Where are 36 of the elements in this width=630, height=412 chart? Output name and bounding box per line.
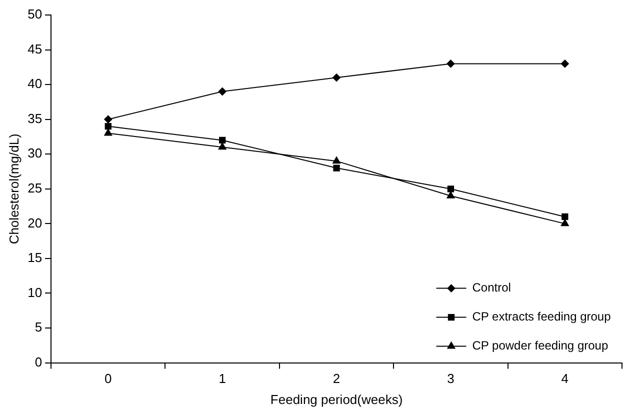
point [447, 186, 454, 192]
legend-label: CP extracts feeding group [472, 310, 612, 324]
point [218, 142, 226, 150]
point [332, 156, 340, 164]
y-tick-label: 10 [28, 284, 42, 300]
y-axis-title: Cholesterol(mg/dL) [6, 134, 22, 244]
point [333, 164, 340, 172]
x-axis-title: Feeding period(weeks) [270, 392, 403, 407]
y-tick-label: 35 [28, 110, 42, 126]
point [560, 219, 569, 226]
point [104, 115, 112, 124]
y-tick-label: 40 [28, 76, 42, 92]
x-tick-label: 1 [218, 371, 226, 386]
y-tick-label: 45 [28, 41, 42, 56]
legend-label: CP powder feeding group [472, 338, 608, 353]
point [446, 60, 455, 68]
x-tick-label: 3 [447, 371, 454, 386]
point [446, 191, 455, 198]
point [562, 213, 568, 220]
point [560, 60, 569, 68]
point [104, 128, 112, 136]
x-tick-label: 2 [332, 371, 340, 386]
point [219, 136, 226, 144]
y-tick-label: 30 [28, 146, 42, 161]
x-tick-label: 0 [104, 371, 112, 386]
y-tick-label: 0 [34, 354, 42, 370]
y-tick-label: 20 [28, 215, 42, 230]
y-tick-label: 15 [28, 250, 42, 266]
y-tick-label: 50 [28, 6, 42, 22]
point [218, 88, 226, 96]
y-tick-label: 5 [34, 320, 42, 335]
legend-label: Control [472, 280, 511, 295]
x-tick-label: 4 [561, 371, 569, 386]
y-tick-label: 25 [28, 180, 42, 196]
point [104, 122, 112, 130]
point [332, 74, 341, 82]
